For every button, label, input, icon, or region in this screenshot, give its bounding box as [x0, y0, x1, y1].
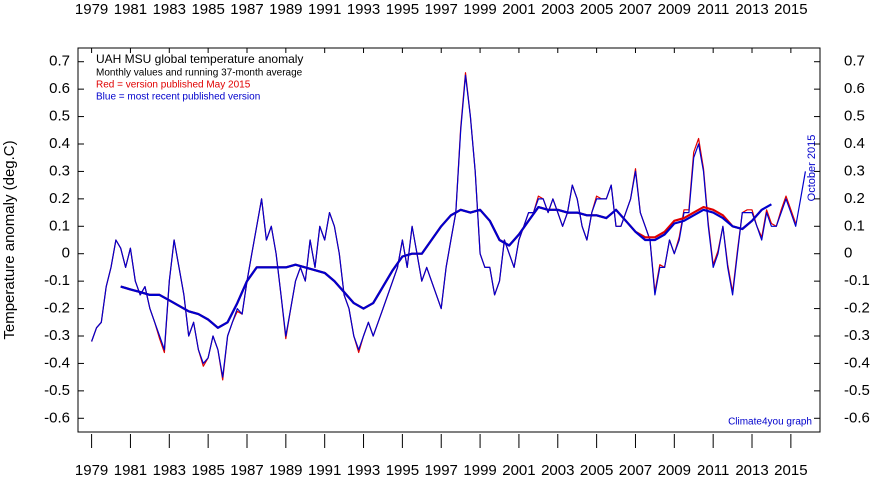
x-tick-label: 2001 [502, 1, 535, 18]
y-tick-label: 0.6 [49, 80, 70, 97]
y-tick-label: 0.6 [844, 80, 865, 97]
y-tick-label: -0.5 [44, 382, 70, 399]
x-tick-label: 1995 [386, 1, 419, 18]
x-tick-label: 1985 [191, 462, 224, 479]
x-tick-label: 2013 [735, 1, 768, 18]
y-tick-label: 0.7 [49, 53, 70, 70]
x-tick-label: 1993 [347, 1, 380, 18]
y-tick-label: 0.4 [49, 135, 70, 152]
y-tick-label: -0.6 [844, 409, 870, 426]
y-tick-label: -0.4 [844, 354, 870, 371]
y-tick-label: 0 [844, 245, 852, 262]
y-tick-label: -0.2 [844, 300, 870, 317]
y-tick-label: -0.1 [844, 272, 870, 289]
x-tick-label: 1989 [269, 462, 302, 479]
x-tick-label: 1985 [191, 1, 224, 18]
x-tick-label: 1991 [308, 462, 341, 479]
series-line [91, 74, 806, 378]
y-tick-label: 0.3 [49, 162, 70, 179]
x-tick-label: 1979 [75, 1, 108, 18]
y-tick-label: -0.5 [844, 382, 870, 399]
x-tick-label: 2005 [580, 1, 613, 18]
y-tick-label: 0.5 [844, 108, 865, 125]
y-axis-label: Temperature anomaly (deg.C) [1, 140, 18, 339]
x-tick-label: 2003 [541, 1, 574, 18]
x-tick-label: 2009 [658, 462, 691, 479]
x-tick-label: 1983 [153, 1, 186, 18]
x-tick-label: 2005 [580, 462, 613, 479]
x-tick-label: 1995 [386, 462, 419, 479]
x-tick-label: 1991 [308, 1, 341, 18]
y-tick-label: -0.1 [44, 272, 70, 289]
x-tick-label: 1999 [463, 462, 496, 479]
y-tick-label: 0.1 [844, 217, 865, 234]
y-tick-label: 0.3 [844, 162, 865, 179]
x-tick-label: 1987 [230, 462, 263, 479]
y-tick-label: -0.2 [44, 300, 70, 317]
annotation: October 2015 [806, 135, 818, 202]
y-tick-label: 0.2 [844, 190, 865, 207]
x-tick-label: 1997 [425, 1, 458, 18]
y-tick-label: -0.6 [44, 409, 70, 426]
x-tick-label: 1987 [230, 1, 263, 18]
x-tick-label: 2007 [619, 1, 652, 18]
legend-line: Blue = most recent published version [96, 92, 260, 103]
y-tick-label: 0.2 [49, 190, 70, 207]
y-tick-label: 0.7 [844, 53, 865, 70]
x-tick-label: 2013 [735, 462, 768, 479]
y-tick-label: -0.3 [44, 327, 70, 344]
x-tick-label: 1997 [425, 462, 458, 479]
x-tick-label: 1979 [75, 462, 108, 479]
y-tick-label: -0.3 [844, 327, 870, 344]
y-tick-label: 0.5 [49, 108, 70, 125]
x-tick-label: 1983 [153, 462, 186, 479]
y-tick-label: 0.4 [844, 135, 865, 152]
plot-frame [77, 47, 821, 433]
annotation: Climate4you graph [728, 417, 812, 428]
x-tick-label: 1999 [463, 1, 496, 18]
chart-subtitle: Monthly values and running 37-month aver… [96, 68, 303, 79]
x-tick-label: 2015 [774, 1, 807, 18]
x-tick-label: 2001 [502, 462, 535, 479]
x-tick-label: 1981 [114, 462, 147, 479]
x-tick-label: 1993 [347, 462, 380, 479]
y-tick-label: 0 [62, 245, 70, 262]
y-tick-label: 0.1 [49, 217, 70, 234]
x-tick-label: 2015 [774, 462, 807, 479]
y-tick-label: -0.4 [44, 354, 70, 371]
legend-line: Red = version published May 2015 [96, 80, 251, 91]
series-line [120, 203, 772, 329]
x-tick-label: 2009 [658, 1, 691, 18]
x-tick-label: 2011 [697, 1, 729, 18]
chart-title: UAH MSU global temperature anomaly [96, 52, 303, 66]
x-tick-label: 2007 [619, 462, 652, 479]
x-tick-label: 2003 [541, 462, 574, 479]
x-tick-label: 2011 [697, 462, 729, 479]
x-tick-label: 1981 [114, 1, 147, 18]
x-tick-label: 1989 [269, 1, 302, 18]
